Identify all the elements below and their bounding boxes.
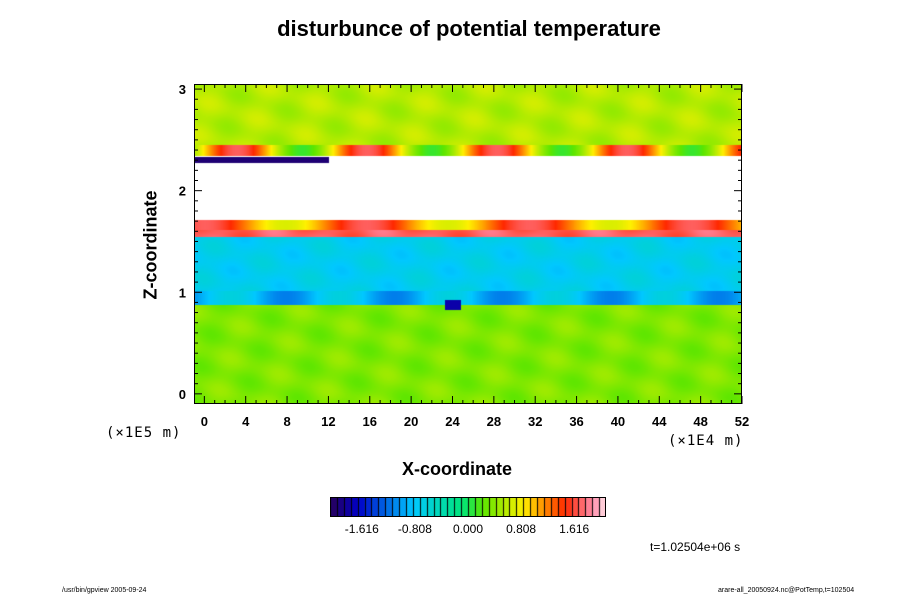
y-tick-label: 3 [179, 82, 186, 97]
z-axis-unit: (×1E5 m) [106, 425, 182, 441]
footer-right: arare-all_20050924.nc@PotTemp,t=102504 [718, 587, 855, 594]
x-tick-label: 24 [445, 414, 460, 429]
y-tick-label: 2 [179, 184, 186, 199]
colorbar-tick-label: 1.616 [559, 522, 590, 536]
y-tick-label: 1 [179, 285, 186, 300]
x-tick-label: 36 [569, 414, 583, 429]
colorbar-tick-label: 0.000 [452, 522, 484, 536]
heatmap-field [194, 84, 742, 404]
x-axis-unit: (×1E4 m) [668, 433, 744, 449]
x-tick-label: 4 [242, 414, 250, 429]
x-tick-label: 8 [283, 414, 290, 429]
x-tick-label: 40 [611, 414, 625, 429]
x-tick-label: 12 [321, 414, 335, 429]
x-tick-label: 20 [404, 414, 418, 429]
footer-left: /usr/bin/gpview 2005-09-24 [62, 587, 147, 594]
time-label: t=1.02504e+06 s [650, 540, 741, 554]
x-tick-label: 44 [652, 414, 667, 429]
y-tick-label: 0 [179, 387, 186, 402]
x-axis-label: X-coordinate [402, 459, 513, 479]
z-axis-label: Z-coordinate [140, 190, 161, 300]
colorbar [330, 497, 606, 517]
x-tick-label: 48 [693, 414, 707, 429]
x-tick-label: 28 [487, 414, 501, 429]
x-tick-label: 0 [201, 414, 208, 429]
colorbar-tick-label: -1.616 [344, 522, 379, 536]
x-tick-label: 16 [363, 414, 377, 429]
colorbar-tick-label: -0.808 [397, 522, 432, 536]
chart-title: disturbunce of potential temperature [277, 16, 661, 41]
x-tick-label: 32 [528, 414, 542, 429]
x-tick-label: 52 [735, 414, 749, 429]
colorbar-tick-label: 0.808 [506, 522, 537, 536]
